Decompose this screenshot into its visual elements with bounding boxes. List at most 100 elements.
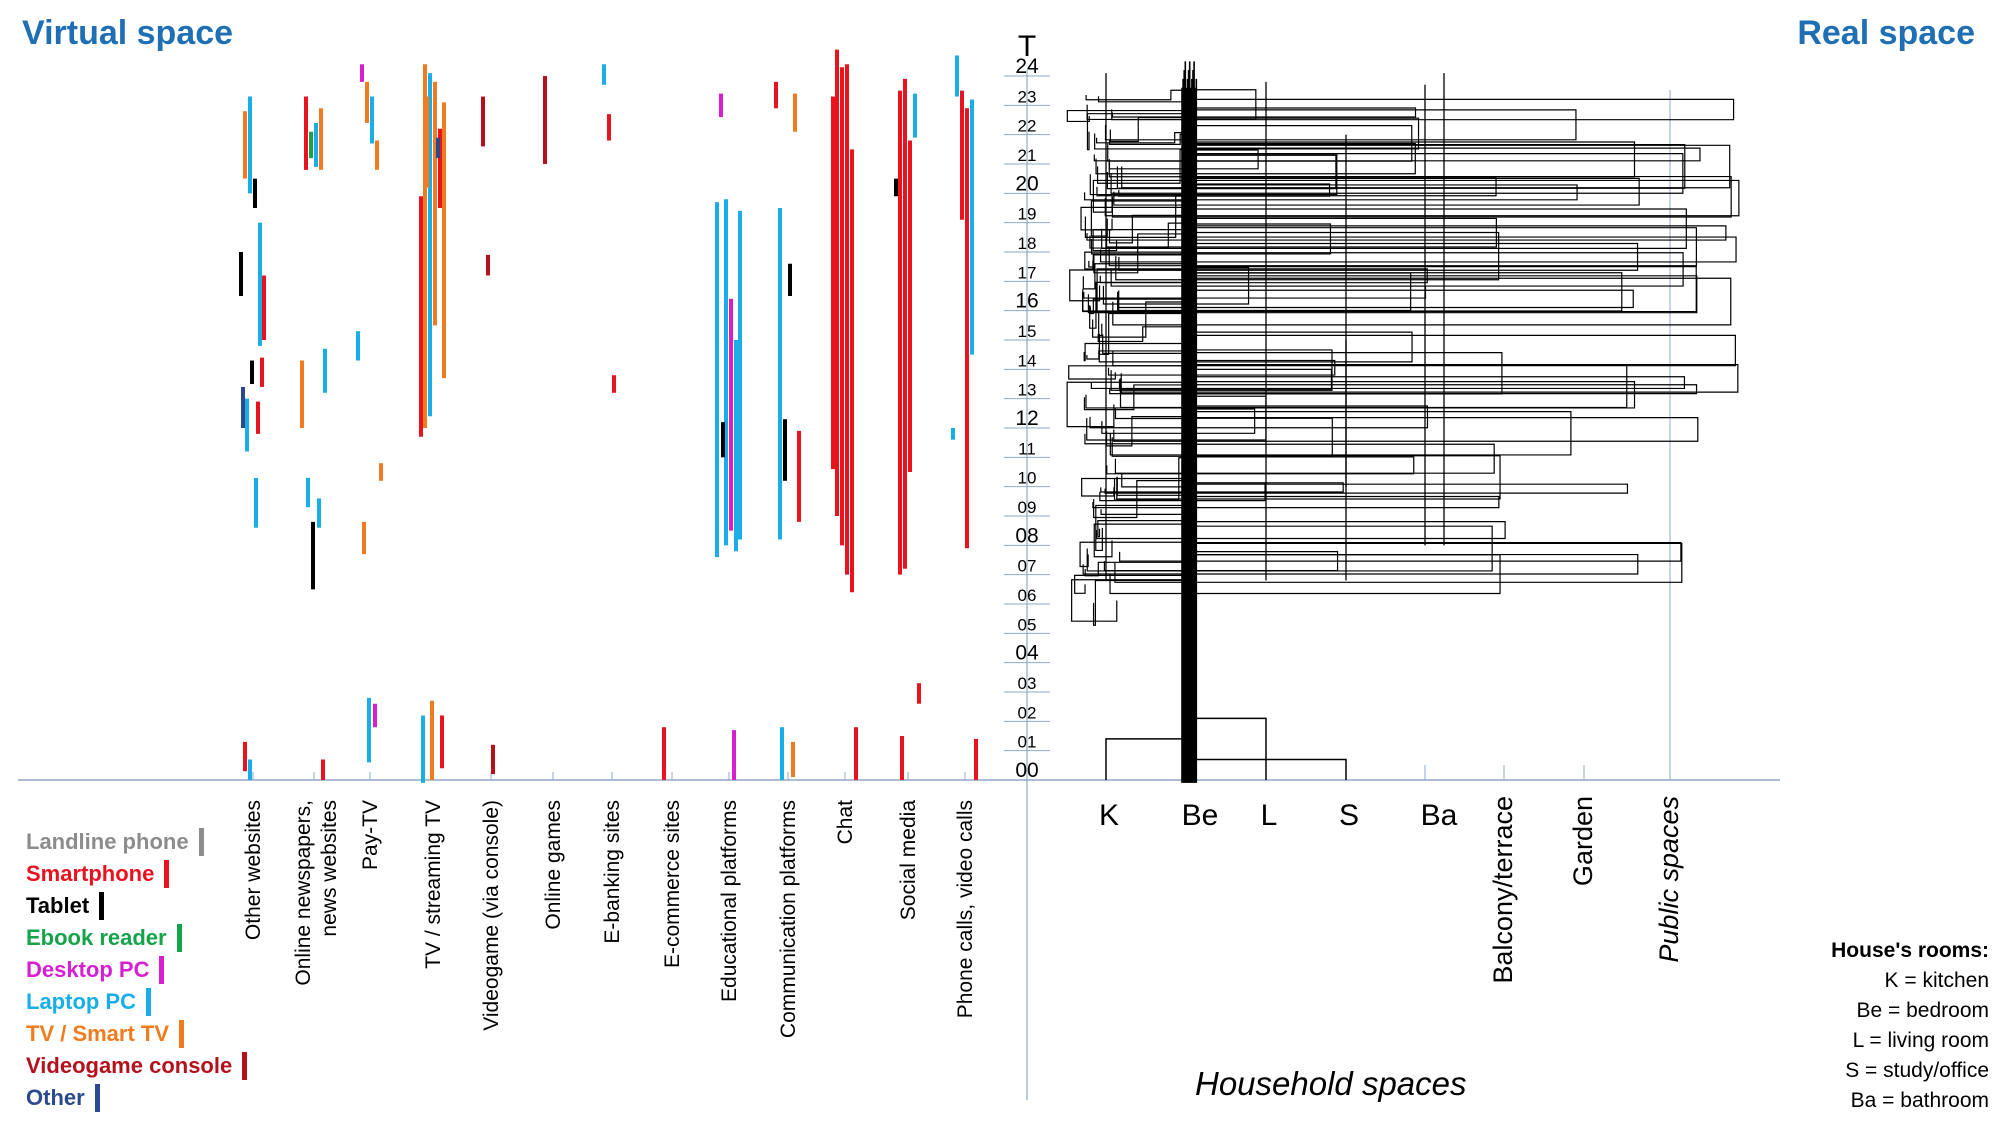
- movement-path: [1111, 175, 1732, 218]
- movement-path: [1086, 350, 1189, 360]
- legend-label: Landline phone: [26, 829, 189, 855]
- movement-path: [1090, 200, 1192, 237]
- movement-path: [1110, 153, 1684, 194]
- legend-label: Other: [26, 1085, 85, 1111]
- movement-path: [1093, 233, 1189, 274]
- household-label: K: [1099, 799, 1119, 832]
- movement-path: [1096, 268, 1186, 313]
- movement-path: [1099, 236, 1737, 263]
- movement-path: [1111, 98, 1735, 121]
- rooms-legend-item: Be = bedroom: [1856, 999, 1989, 1022]
- time-tick-label: 00: [1015, 759, 1038, 782]
- movement-path: [1084, 195, 1188, 238]
- category-label: Other websites: [242, 800, 265, 940]
- legend-label: Laptop PC: [26, 989, 136, 1015]
- time-tick-label: 11: [1018, 439, 1036, 458]
- time-tick-label: 04: [1015, 642, 1039, 665]
- time-tick-label: 07: [1018, 557, 1037, 576]
- movement-path: [1080, 206, 1189, 231]
- category-label: Communication platforms: [777, 800, 800, 1038]
- legend-item: Desktop PC: [26, 956, 247, 988]
- movement-path: [1090, 376, 1686, 390]
- movement-path: [1120, 352, 1503, 395]
- time-tick-label: 09: [1018, 498, 1037, 517]
- rooms-legend-item: S = study/office: [1845, 1059, 1989, 1082]
- movement-path: [1095, 521, 1506, 540]
- household-label: Ba: [1421, 799, 1458, 832]
- movement-path: [1097, 326, 1188, 343]
- category-label: Social media: [897, 800, 920, 921]
- rooms-legend: House's rooms: K = kitchen Be = bedroom …: [1831, 936, 1989, 1116]
- legend-label: Tablet: [26, 893, 90, 919]
- legend-swatch: [94, 1084, 100, 1113]
- time-tick-label: 15: [1018, 322, 1037, 341]
- movement-path: [1081, 272, 1623, 312]
- movement-path: [1095, 142, 1416, 175]
- movement-path: [1119, 542, 1682, 562]
- movement-path: [1107, 359, 1336, 376]
- category-label: Online newspapers, news websites: [292, 800, 341, 986]
- movement-path: [1083, 342, 1190, 362]
- movement-path: [1109, 384, 1698, 395]
- movement-path: [1071, 579, 1187, 622]
- time-tick-label: 13: [1018, 381, 1037, 400]
- movement-path: [1114, 542, 1683, 583]
- time-tick-label: 19: [1018, 205, 1037, 224]
- legend-swatch: [164, 860, 170, 889]
- legend-label: Desktop PC: [26, 957, 150, 983]
- movement-path: [1104, 483, 1629, 494]
- movement-path: [1088, 254, 1187, 268]
- movement-path: [1112, 277, 1732, 326]
- category-label: Chat: [834, 800, 857, 845]
- time-tick-label: 22: [1018, 117, 1037, 136]
- movement-path: [1082, 263, 1191, 290]
- movement-path: [1116, 455, 1501, 500]
- movement-path: [1083, 384, 1192, 411]
- legend-item: Ebook reader: [26, 924, 247, 956]
- movement-path: [1094, 117, 1420, 150]
- rooms-legend-item: K = kitchen: [1884, 969, 1989, 992]
- movement-path: [1108, 227, 1697, 267]
- time-tick-label: 23: [1018, 87, 1037, 106]
- movement-path: [1068, 365, 1190, 380]
- time-tick-label: 02: [1018, 703, 1037, 722]
- category-label: Pay-TV: [359, 800, 382, 870]
- movement-path: [1188, 758, 1347, 780]
- movement-path: [1118, 368, 1333, 390]
- legend-swatch: [242, 1052, 248, 1081]
- legend-item: Laptop PC: [26, 988, 247, 1020]
- movement-path: [1092, 301, 1189, 338]
- movement-path: [1099, 268, 1428, 284]
- time-tick-label: 06: [1018, 586, 1037, 605]
- movement-path: [1106, 456, 1415, 475]
- legend-item: TV / Smart TV: [26, 1020, 247, 1052]
- movement-path: [1112, 334, 1736, 367]
- movement-path: [1098, 312, 1190, 355]
- time-tick-label: 05: [1018, 615, 1037, 634]
- movement-path: [1085, 89, 1192, 101]
- axes: T 00 01 02 03 04 05 06 07 08 09 10 11 12 13 14 15 16 17 18 1…: [18, 30, 1780, 1100]
- legend-item: Other: [26, 1084, 247, 1116]
- time-tick-label: 10: [1018, 469, 1037, 488]
- movement-path: [1113, 417, 1699, 442]
- legend-swatch: [146, 988, 151, 1017]
- category-label: E-commerce sites: [661, 800, 684, 968]
- device-legend: Landline phone Smartphone Tablet Ebook r…: [26, 828, 248, 1116]
- movement-path: [1084, 184, 1578, 201]
- household-label: S: [1339, 799, 1359, 832]
- movement-path: [1093, 523, 1188, 558]
- movement-path: [1092, 495, 1500, 509]
- movement-path: [1188, 717, 1267, 780]
- time-tick-label: 12: [1015, 407, 1038, 430]
- movement-path: [1111, 107, 1417, 118]
- time-tick-label: 18: [1018, 234, 1037, 253]
- time-tick-label: 08: [1015, 524, 1038, 547]
- legend-label: Ebook reader: [26, 925, 167, 951]
- legend-label: Videogame console: [26, 1053, 233, 1079]
- category-label: Phone calls, video calls: [954, 800, 977, 1018]
- rooms-legend-item: Ba = bathroom: [1850, 1089, 1989, 1112]
- household-label: Balcony/terrace: [1488, 796, 1518, 984]
- time-tick-label: 03: [1018, 674, 1037, 693]
- category-labels: Other websites Online newspapers, news web…: [242, 800, 977, 1038]
- time-tick-label: 01: [1018, 733, 1037, 752]
